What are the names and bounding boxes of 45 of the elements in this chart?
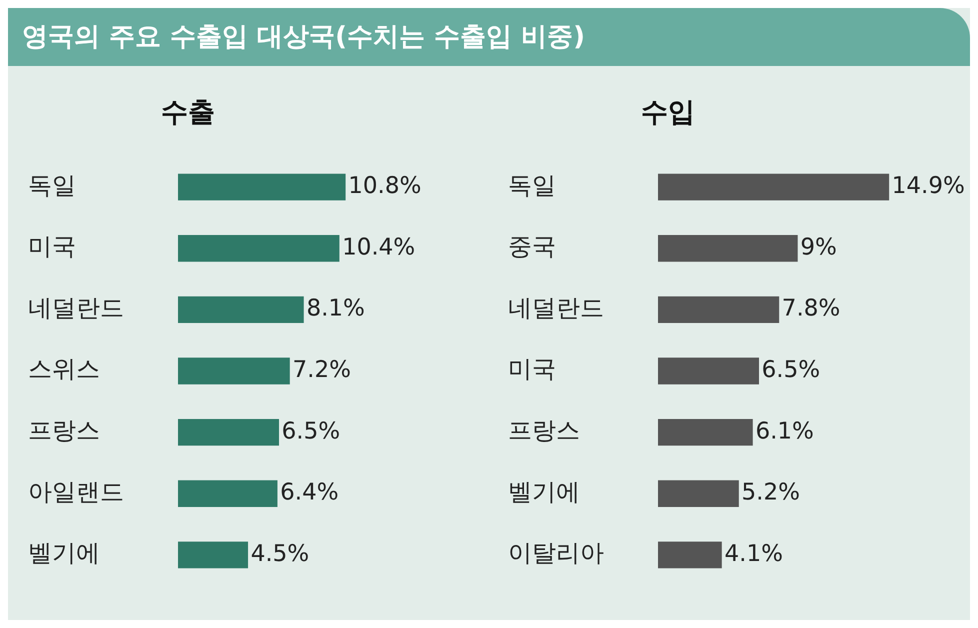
data-label: 6.5% — [762, 356, 820, 383]
y-tick-label: 프랑스 — [508, 416, 580, 445]
y-tick-label: 미국 — [508, 355, 556, 384]
data-label: 5.2% — [742, 480, 800, 506]
bar — [178, 358, 290, 384]
bar — [658, 418, 753, 446]
data-label: 4.5% — [250, 540, 310, 567]
y-tick-label: 중국 — [508, 232, 556, 261]
y-tick-label: 아일랜드 — [28, 478, 124, 506]
chart-subtitle: 수출 — [160, 96, 216, 130]
data-label: 6.5% — [282, 418, 340, 444]
data-label: 6.4% — [280, 480, 339, 506]
y-tick-label: 네덜란드 — [508, 294, 604, 322]
bar — [178, 418, 279, 446]
data-label: 9% — [800, 234, 837, 260]
data-label: 4.1% — [724, 540, 783, 567]
bar — [658, 296, 780, 324]
y-tick-label: 이탈리아 — [508, 539, 604, 568]
y-tick-label: 프랑스 — [28, 416, 100, 445]
data-label: 7.8% — [782, 296, 840, 322]
y-tick-label: 스위스 — [28, 355, 100, 384]
bar — [658, 480, 739, 507]
bar — [178, 480, 278, 507]
data-label: 7.2% — [292, 356, 351, 383]
data-label: 14.9% — [892, 173, 965, 200]
y-tick-label: 미국 — [28, 232, 76, 261]
chart-title: 영국의 주요 수출입 대상국(수치는 수출입 비중) — [8, 8, 970, 66]
bar — [178, 174, 346, 200]
bar — [658, 358, 759, 384]
data-label: 6.1% — [755, 418, 814, 444]
data-label: 10.8% — [348, 173, 422, 200]
data-label: 8.1% — [306, 296, 365, 322]
bar — [658, 542, 722, 568]
chart-subtitle: 수입 — [640, 96, 696, 130]
y-tick-label: 독일 — [28, 171, 76, 200]
y-tick-label: 벨기에 — [28, 539, 100, 568]
bar — [658, 174, 890, 200]
bar — [178, 542, 248, 568]
bar — [178, 296, 304, 324]
bar — [178, 235, 340, 262]
y-tick-label: 네덜란드 — [28, 294, 124, 322]
bar — [658, 235, 798, 262]
y-tick-label: 벨기에 — [508, 478, 580, 506]
data-label: 10.4% — [342, 234, 416, 260]
y-tick-label: 독일 — [508, 171, 556, 200]
